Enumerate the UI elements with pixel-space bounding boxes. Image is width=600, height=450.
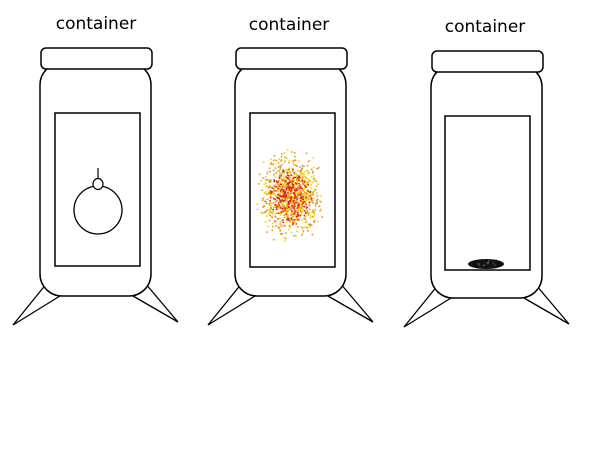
container-3-leg-right [523,284,570,325]
panel-1: container [12,14,179,326]
container-1-leg-right [132,282,179,323]
round-flask-icon [73,168,123,235]
container-3 [403,50,570,328]
container-2 [207,47,374,326]
panel-2: container [207,15,374,326]
container-2-leg-right [327,282,374,323]
container-2-leg-left [207,282,256,326]
container-3-window [444,115,531,271]
panel-1-label: container [56,14,137,34]
panel-2-label: container [249,15,330,35]
container-3-lid [431,50,544,73]
container-1-leg-left [12,282,61,326]
panel-3: container [403,17,570,328]
container-1 [12,47,179,326]
container-2-lid [235,47,348,70]
fire-burst [256,149,323,242]
container-3-leg-left [403,284,452,328]
container-1-lid [40,47,153,70]
panel-3-label: container [445,17,526,37]
ash-pile [468,259,504,269]
